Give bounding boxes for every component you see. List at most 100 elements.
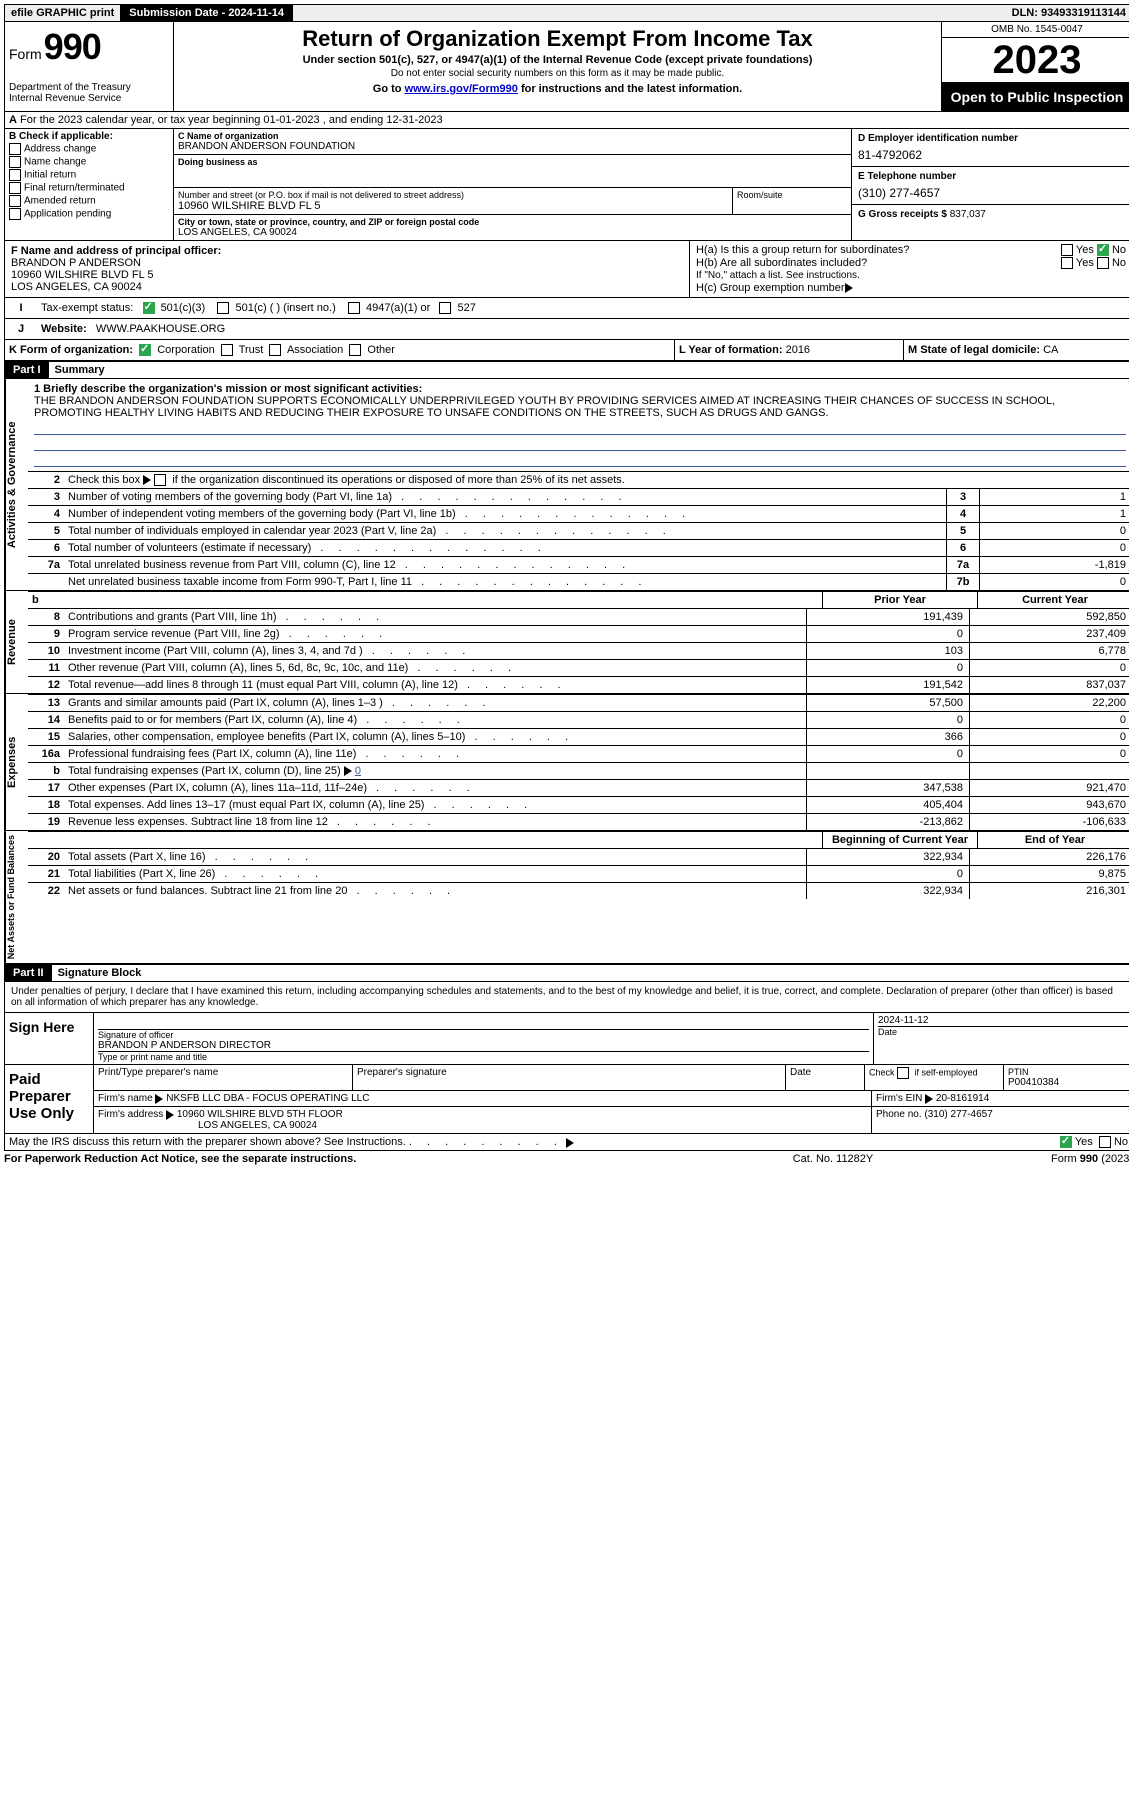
boy-hdr: Beginning of Current Year — [822, 832, 977, 848]
line-num: 9 — [28, 626, 64, 642]
k-o3: Association — [287, 344, 343, 356]
header-left: Form 990 Department of the Treasury Inte… — [5, 22, 174, 111]
ha-yes[interactable] — [1061, 244, 1073, 256]
prior-val: 405,404 — [806, 797, 969, 813]
irs-url[interactable]: www.irs.gov/Form990 — [405, 83, 518, 95]
signature-declaration: Under penalties of perjury, I declare th… — [4, 982, 1129, 1013]
line-a-text: For the 2023 calendar year, or tax year … — [20, 114, 443, 126]
line-a: A For the 2023 calendar year, or tax yea… — [4, 112, 1129, 129]
checkbox-address-change[interactable] — [9, 143, 21, 155]
firm-ein: 20-8161914 — [936, 1093, 989, 1104]
part2-title: Signature Block — [52, 965, 1129, 981]
mission-line — [34, 452, 1126, 467]
k-other[interactable] — [349, 344, 361, 356]
line-desc: Total expenses. Add lines 13–17 (must eq… — [64, 797, 806, 813]
firm-name: NKSFB LLC DBA - FOCUS OPERATING LLC — [166, 1093, 369, 1104]
hb-note: If "No," attach a list. See instructions… — [696, 270, 1126, 281]
mission-block: 1 Briefly describe the organization's mi… — [28, 379, 1129, 471]
checkbox-name-change[interactable] — [9, 156, 21, 168]
footer-cat: Cat. No. 11282Y — [733, 1153, 933, 1165]
firm-name-cell: Firm's name NKSFB LLC DBA - FOCUS OPERAT… — [94, 1091, 872, 1106]
line-num: 17 — [28, 780, 64, 796]
checkbox-initial-return[interactable] — [9, 169, 21, 181]
i-501c[interactable] — [217, 302, 229, 314]
ha-no[interactable] — [1097, 244, 1109, 256]
top-bar: efile GRAPHIC print Submission Date - 20… — [4, 4, 1129, 22]
vtab-expenses: Expenses — [5, 694, 28, 830]
curr-val: 9,875 — [969, 866, 1129, 882]
form-number: Form 990 — [9, 26, 169, 68]
prior-val: 0 — [806, 660, 969, 676]
preparer-date-hdr: Date — [786, 1065, 865, 1090]
curr-val: 6,778 — [969, 643, 1129, 659]
summary-line: 12 Total revenue—add lines 8 through 11 … — [28, 676, 1129, 693]
part1-title: Summary — [49, 362, 1129, 378]
line-desc: Revenue less expenses. Subtract line 18 … — [64, 814, 806, 830]
ein: 81-4792062 — [858, 148, 1126, 162]
sign-date: 2024-11-12 — [878, 1015, 1128, 1027]
prior-year-hdr: Prior Year — [822, 592, 977, 608]
b-item-2: Initial return — [24, 170, 76, 181]
prior-val: 191,542 — [806, 677, 969, 693]
submission-date: Submission Date - 2024-11-14 — [121, 5, 293, 21]
line-num: 12 — [28, 677, 64, 693]
prior-val: 0 — [806, 866, 969, 882]
i-lbl: Tax-exempt status: — [41, 302, 133, 314]
curr-val: 226,176 — [969, 849, 1129, 865]
prior-val: 366 — [806, 729, 969, 745]
hb-lbl: H(b) Are all subordinates included? — [696, 257, 1061, 269]
line-val: -1,819 — [979, 557, 1129, 573]
line-num: 5 — [28, 523, 64, 539]
prior-val: 0 — [806, 746, 969, 762]
rev-header: b Prior Year Current Year — [28, 591, 1129, 608]
b-item-5: Application pending — [24, 209, 111, 220]
summary-line: 17 Other expenses (Part IX, column (A), … — [28, 779, 1129, 796]
checkbox-final-return[interactable] — [9, 182, 21, 194]
checkbox-amended-return[interactable] — [9, 195, 21, 207]
self-employed-checkbox[interactable] — [897, 1067, 909, 1079]
org-name: BRANDON ANDERSON FOUNDATION — [178, 141, 847, 152]
form-note: Do not enter social security numbers on … — [178, 68, 937, 79]
hb-no[interactable] — [1097, 257, 1109, 269]
line-desc: Total number of individuals employed in … — [64, 523, 946, 539]
line-desc: Number of independent voting members of … — [64, 506, 946, 522]
j-label: J — [5, 319, 37, 339]
footer-left: For Paperwork Reduction Act Notice, see … — [4, 1153, 733, 1165]
discuss-no[interactable] — [1099, 1136, 1111, 1148]
curr-val: 0 — [969, 729, 1129, 745]
line2-checkbox[interactable] — [154, 474, 166, 486]
tel-lbl: E Telephone number — [858, 171, 1126, 182]
prior-val: 103 — [806, 643, 969, 659]
col-f: F Name and address of principal officer:… — [5, 241, 690, 297]
i-o1: 501(c)(3) — [161, 302, 206, 314]
website[interactable]: WWW.PAAKHOUSE.ORG — [96, 323, 225, 335]
i-4947[interactable] — [348, 302, 360, 314]
hb-yes[interactable] — [1061, 257, 1073, 269]
k-assoc[interactable] — [269, 344, 281, 356]
arrow-icon — [166, 1110, 174, 1120]
grey-cell — [969, 763, 1129, 779]
summary-line: Net unrelated business taxable income fr… — [28, 573, 1129, 590]
curr-val: 943,670 — [969, 797, 1129, 813]
i-527[interactable] — [439, 302, 451, 314]
summary-line: 8 Contributions and grants (Part VIII, l… — [28, 608, 1129, 625]
k-corp[interactable] — [139, 344, 151, 356]
k-trust[interactable] — [221, 344, 233, 356]
firm-addr2: LOS ANGELES, CA 90024 — [198, 1120, 317, 1131]
line-box: 5 — [946, 523, 979, 539]
curr-val: 592,850 — [969, 609, 1129, 625]
curr-val: 0 — [969, 660, 1129, 676]
b-item-4: Amended return — [24, 196, 96, 207]
expenses-section: Expenses 13 Grants and similar amounts p… — [4, 694, 1129, 831]
line-num: 7a — [28, 557, 64, 573]
curr-val: 921,470 — [969, 780, 1129, 796]
checkbox-app-pending[interactable] — [9, 208, 21, 220]
netassets-section: Net Assets or Fund Balances Beginning of… — [4, 831, 1129, 964]
efile-label[interactable]: efile GRAPHIC print — [5, 5, 121, 21]
firm-addr-cell: Firm's address 10960 WILSHIRE BLVD 5TH F… — [94, 1107, 872, 1133]
i-501c3[interactable] — [143, 302, 155, 314]
ha-no-lbl: No — [1112, 244, 1126, 256]
curr-val: -106,633 — [969, 814, 1129, 830]
curr-val: 216,301 — [969, 883, 1129, 899]
discuss-yes[interactable] — [1060, 1136, 1072, 1148]
